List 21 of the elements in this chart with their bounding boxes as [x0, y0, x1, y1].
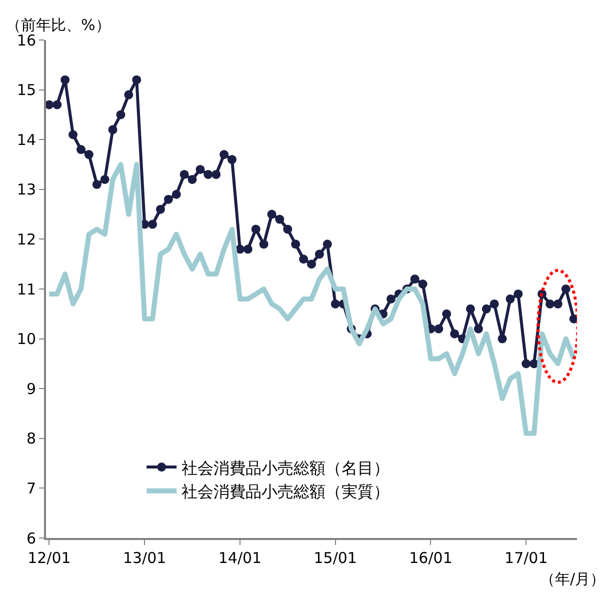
- y-tick-label: 16: [16, 31, 36, 50]
- y-tick-label: 11: [16, 280, 36, 298]
- x-tick-label: 14/01: [218, 549, 262, 567]
- x-tick-label: 17/01: [504, 549, 548, 567]
- x-tick-label: 15/01: [314, 549, 357, 567]
- y-tick-label: 13: [16, 180, 36, 199]
- x-tick-label: 12/01: [28, 549, 71, 567]
- y-tick-label: 12: [16, 230, 36, 248]
- y-tick-label: 8: [26, 430, 36, 448]
- y-tick-label: 6: [26, 529, 36, 548]
- y-tick-label: 14: [16, 130, 36, 149]
- legend-label: 社会消費品小売総額（名目）: [182, 458, 390, 478]
- x-tick-label: 16/01: [409, 549, 452, 567]
- legend-label: 社会消費品小売総額（実質）: [182, 482, 390, 502]
- y-tick-label: 7: [26, 479, 36, 498]
- x-tick-label: 13/01: [122, 549, 166, 567]
- y-tick-label: 15: [16, 81, 36, 100]
- text: （年/月）: [540, 570, 606, 588]
- y-tick-label: 9: [26, 380, 36, 398]
- y-tick-label: 10: [16, 330, 36, 348]
- text: （前年比、%）: [6, 16, 110, 34]
